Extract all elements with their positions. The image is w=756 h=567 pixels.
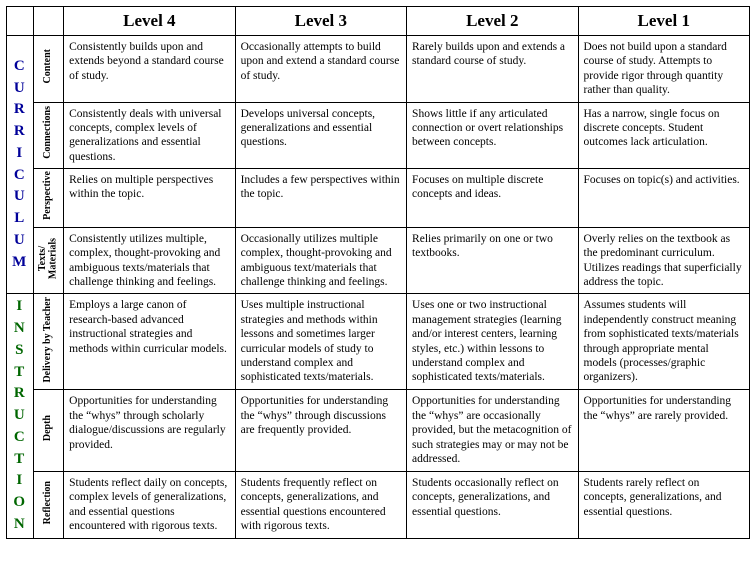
criterion-label: Delivery by Teacher: [33, 294, 64, 390]
criterion-label-text: Texts/Materials: [38, 238, 59, 279]
rubric-table: Level 4 Level 3 Level 2 Level 1 CURRICUL…: [6, 6, 750, 539]
rubric-cell: Has a narrow, single focus on discrete c…: [578, 102, 750, 169]
section-label: CURRICULUM: [7, 36, 34, 294]
rubric-cell: Employs a large canon of research-based …: [64, 294, 235, 390]
rubric-cell: Assumes students will independently cons…: [578, 294, 750, 390]
rubric-cell: Consistently builds upon and extends bey…: [64, 36, 235, 103]
criterion-label: Reflection: [33, 471, 64, 538]
corner-blank-2: [33, 7, 64, 36]
rubric-cell: Shows little if any articulated connecti…: [407, 102, 578, 169]
rubric-cell: Students occasionally reflect on concept…: [407, 471, 578, 538]
table-row: Texts/MaterialsConsistently utilizes mul…: [7, 227, 750, 294]
rubric-cell: Students rarely reflect on concepts, gen…: [578, 471, 750, 538]
rubric-cell: Occasionally attempts to build upon and …: [235, 36, 406, 103]
table-row: Connections Consistently deals with unive…: [7, 102, 750, 169]
header-level-2: Level 2: [407, 7, 578, 36]
rubric-cell: Focuses on topic(s) and activities.: [578, 169, 750, 228]
table-row: Depth Opportunities for understanding the…: [7, 390, 750, 471]
rubric-cell: Includes a few perspectives within the t…: [235, 169, 406, 228]
header-level-4: Level 4: [64, 7, 235, 36]
rubric-cell: Students reflect daily on concepts, comp…: [64, 471, 235, 538]
rubric-cell: Students frequently reflect on concepts,…: [235, 471, 406, 538]
criterion-label-text: Perspective: [43, 171, 54, 220]
rubric-cell: Occasionally utilizes multiple complex, …: [235, 227, 406, 294]
criterion-label-text: Connections: [43, 106, 54, 159]
rubric-cell: Consistently utilizes multiple, complex,…: [64, 227, 235, 294]
criterion-label: Depth: [33, 390, 64, 471]
rubric-cell: Opportunities for understanding the “why…: [235, 390, 406, 471]
rubric-cell: Uses one or two instructional management…: [407, 294, 578, 390]
rubric-cell: Opportunities for understanding the “why…: [578, 390, 750, 471]
rubric-cell: Develops universal concepts, generalizat…: [235, 102, 406, 169]
rubric-cell: Consistently deals with universal concep…: [64, 102, 235, 169]
criterion-label: Perspective: [33, 169, 64, 228]
criterion-label-text: Content: [43, 49, 54, 83]
rubric-cell: Rarely builds upon and extends a standar…: [407, 36, 578, 103]
rubric-cell: Opportunities for understanding the “why…: [64, 390, 235, 471]
rubric-cell: Focuses on multiple discrete concepts an…: [407, 169, 578, 228]
criterion-label: Connections: [33, 102, 64, 169]
criterion-label: Texts/Materials: [33, 227, 64, 294]
table-row: CURRICULUMContentConsistently builds upo…: [7, 36, 750, 103]
rubric-cell: Relies on multiple perspectives within t…: [64, 169, 235, 228]
criterion-label: Content: [33, 36, 64, 103]
table-row: Reflection Students reflect daily on conc…: [7, 471, 750, 538]
rubric-cell: Relies primarily on one or two textbooks…: [407, 227, 578, 294]
rubric-cell: Uses multiple instructional strategies a…: [235, 294, 406, 390]
criterion-label-text: Reflection: [43, 481, 54, 524]
header-level-3: Level 3: [235, 7, 406, 36]
corner-blank-1: [7, 7, 34, 36]
table-row: Perspective Relies on multiple perspectiv…: [7, 169, 750, 228]
table-row: INSTRUCTIONDelivery by TeacherEmploys a …: [7, 294, 750, 390]
criterion-label-text: Delivery by Teacher: [43, 297, 54, 383]
header-row: Level 4 Level 3 Level 2 Level 1: [7, 7, 750, 36]
criterion-label-text: Depth: [43, 415, 54, 441]
rubric-cell: Overly relies on the textbook as the pre…: [578, 227, 750, 294]
rubric-cell: Does not build upon a standard course of…: [578, 36, 750, 103]
header-level-1: Level 1: [578, 7, 750, 36]
rubric-cell: Opportunities for understanding the “why…: [407, 390, 578, 471]
section-label: INSTRUCTION: [7, 294, 34, 538]
